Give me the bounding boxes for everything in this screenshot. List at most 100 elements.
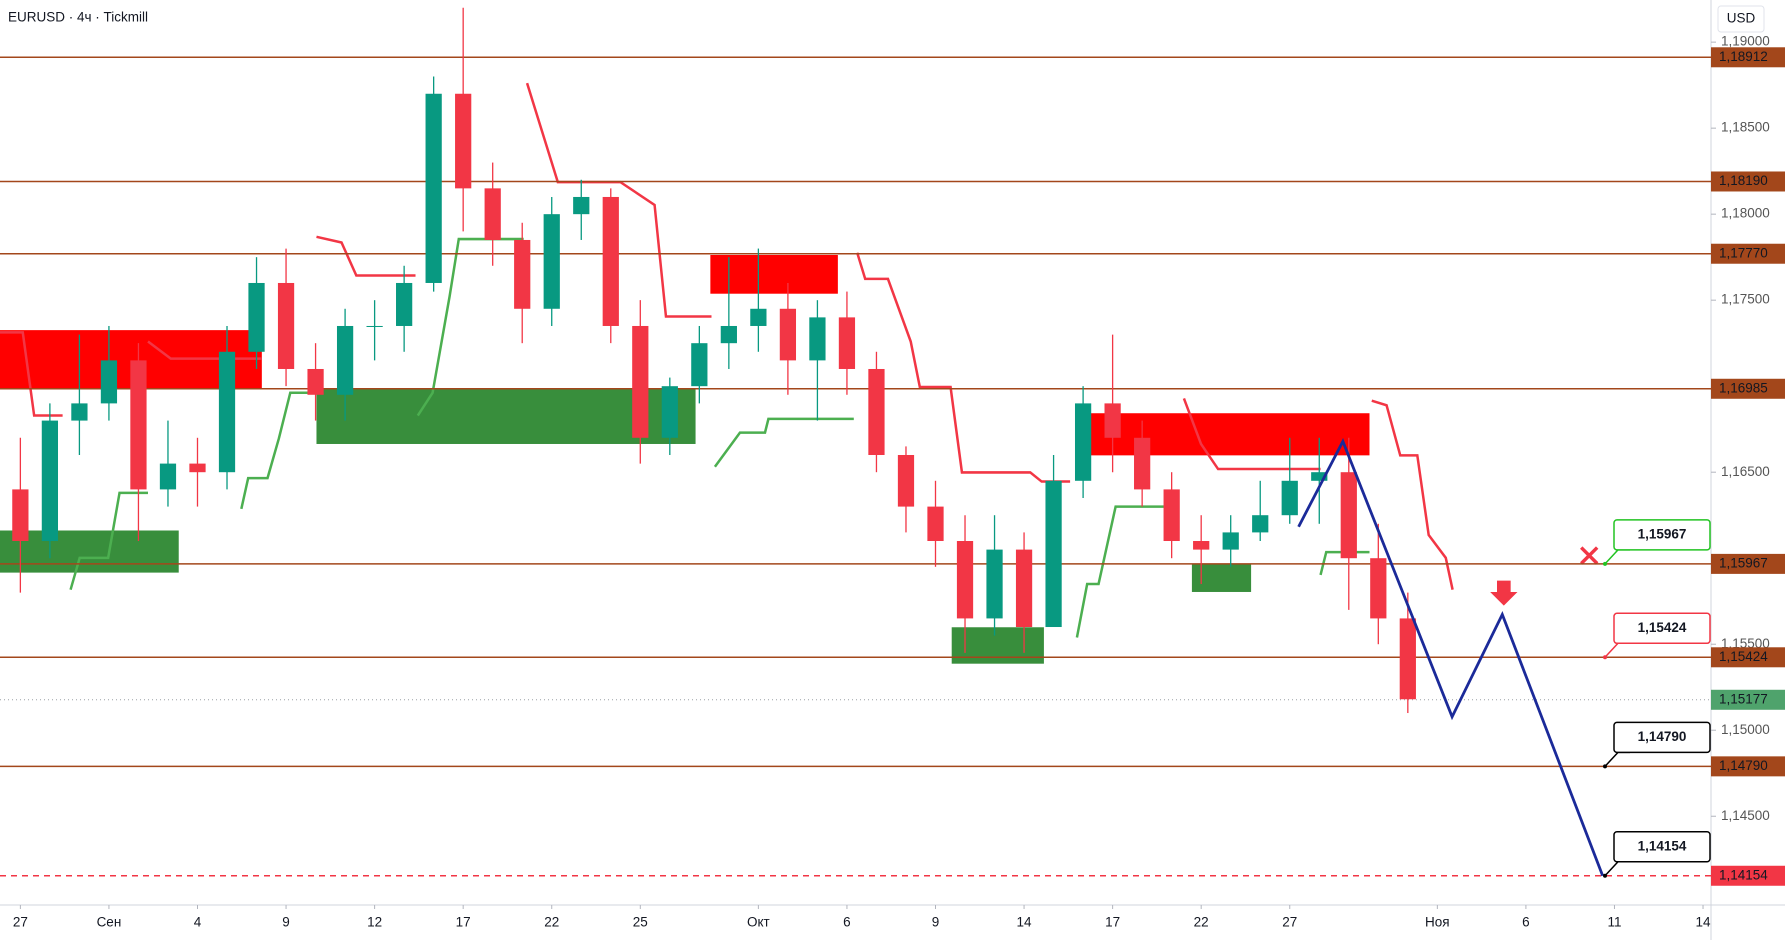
candle-body	[71, 403, 88, 421]
trend-line	[240, 391, 317, 510]
y-tick-label: 1,18500	[1721, 120, 1770, 135]
candle-body	[484, 188, 501, 240]
trend-line	[69, 491, 148, 591]
y-tick-label: 1,14500	[1721, 808, 1770, 823]
candle-body	[100, 360, 118, 404]
currency-box	[1717, 5, 1765, 33]
candle-body	[396, 282, 413, 326]
level-label-bg	[1711, 756, 1785, 777]
candle-body	[986, 549, 1003, 619]
x-tick-label: 4	[194, 915, 202, 930]
candle-body	[632, 325, 649, 438]
x-tick-label: Окт	[747, 915, 770, 930]
x-tick-label: 9	[282, 915, 290, 930]
trend-line	[1371, 399, 1454, 590]
candle-body	[573, 196, 590, 215]
x-tick-label: 6	[1522, 915, 1530, 930]
candle-body	[1104, 403, 1121, 438]
y-tick-label: 1,16500	[1721, 464, 1770, 479]
candle-body	[779, 308, 797, 361]
level-label: 1,14790	[1719, 758, 1768, 773]
x-tick-label: 14	[1017, 915, 1033, 930]
candle-body	[1222, 532, 1239, 550]
level-label-bg	[1711, 47, 1785, 68]
level-label-bg	[1711, 378, 1785, 399]
candle-body	[543, 214, 560, 309]
candle-body	[720, 325, 737, 344]
level-label: 1,16985	[1719, 380, 1768, 395]
x-tick-label: 12	[367, 915, 382, 930]
callout-box	[1613, 519, 1711, 551]
candle-body	[12, 489, 29, 542]
callout-box	[1613, 612, 1711, 645]
x-tick-label: 17	[1105, 915, 1120, 930]
candle-body	[366, 325, 383, 327]
candle-body	[927, 506, 944, 542]
sell-arrow	[1490, 580, 1518, 606]
candle-body	[1370, 558, 1387, 619]
y-tick-label: 1,18000	[1721, 206, 1770, 221]
level-label-bg	[1711, 553, 1785, 574]
candle-body	[1252, 515, 1269, 533]
candle-body	[1045, 480, 1062, 628]
y-tick-label: 1,19000	[1721, 34, 1770, 49]
candle-body	[189, 463, 206, 473]
candle-body	[514, 239, 531, 309]
candle-body	[41, 420, 59, 542]
candle-body	[130, 360, 147, 490]
target-label-bg	[1711, 865, 1785, 886]
level-label-bg	[1711, 647, 1785, 668]
trend-line	[316, 235, 416, 277]
trend-line	[1182, 398, 1321, 471]
x-tick-label: 22	[1194, 915, 1209, 930]
candle-body	[1340, 472, 1357, 559]
candle-body	[1311, 472, 1328, 481]
level-label: 1,18912	[1719, 49, 1768, 64]
y-tick-label: 1,15500	[1721, 636, 1770, 651]
level-label: 1,15424	[1719, 649, 1768, 664]
candle-body	[868, 368, 885, 455]
candle-body	[1163, 489, 1180, 542]
candle-body	[691, 343, 708, 387]
x-tick-label: 14	[1696, 915, 1712, 930]
last-price-bg	[1711, 689, 1785, 710]
resistance-zone	[710, 255, 838, 294]
resistance-zone	[1079, 413, 1370, 456]
candle-body	[455, 93, 472, 189]
level-label-bg	[1711, 243, 1785, 264]
last-price-label: 1,15177	[1719, 691, 1768, 706]
level-label: 1,18190	[1719, 173, 1768, 188]
trend-lines-green	[69, 237, 1370, 638]
callout-label: 1,15967	[1638, 526, 1687, 541]
x-tick-label: 25	[633, 915, 648, 930]
level-label: 1,17770	[1719, 245, 1768, 260]
trend-line	[0, 331, 63, 417]
x-tick-label: 6	[843, 915, 851, 930]
x-tick-label: 22	[544, 915, 559, 930]
y-tick-label: 1,15000	[1721, 722, 1770, 737]
level-label-bg	[1711, 171, 1785, 192]
forecast-path	[1297, 438, 1604, 877]
x-tick-label: 11	[1607, 915, 1621, 930]
candle-body	[425, 93, 442, 283]
candle-body	[661, 386, 678, 438]
cancel-mark	[1580, 546, 1599, 565]
x-tick-label: 27	[1282, 915, 1297, 930]
candle-body	[248, 282, 265, 352]
candle-body	[897, 454, 915, 507]
trend-line	[1075, 505, 1179, 638]
candle-body	[159, 463, 177, 490]
level-label: 1,15967	[1719, 555, 1768, 570]
candle-body	[956, 541, 974, 619]
trend-line	[416, 237, 524, 417]
support-zone	[0, 530, 179, 573]
candle-body	[1399, 618, 1416, 700]
x-tick-label: Сен	[97, 915, 122, 930]
x-tick-label: 9	[932, 915, 940, 930]
candle-body	[750, 308, 767, 326]
callout-label: 1,14154	[1638, 838, 1687, 853]
candle-body	[809, 317, 826, 361]
